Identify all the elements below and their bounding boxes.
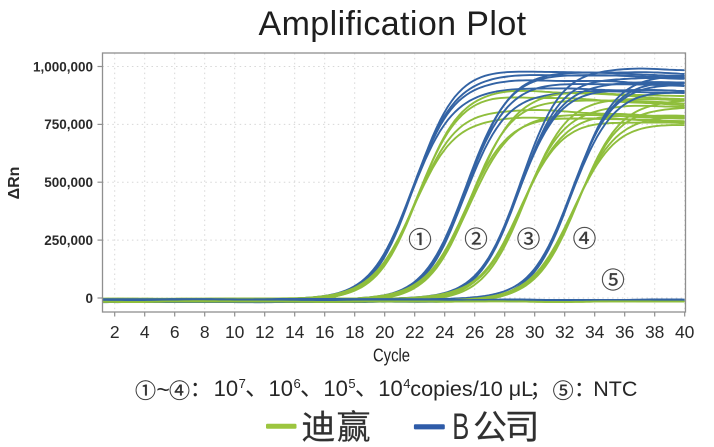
- svg-text:250,000: 250,000: [44, 233, 93, 248]
- svg-text:2: 2: [110, 322, 120, 342]
- svg-text:30: 30: [525, 322, 545, 342]
- svg-text:14: 14: [285, 322, 305, 342]
- svg-text:24: 24: [435, 322, 455, 342]
- svg-text:copies/10 μL: copies/10 μL: [410, 376, 533, 401]
- svg-text:10: 10: [225, 322, 245, 342]
- svg-text:Amplification Plot: Amplification Plot: [259, 5, 527, 43]
- svg-text:6: 6: [170, 322, 180, 342]
- svg-text:36: 36: [615, 322, 634, 342]
- svg-text:0: 0: [85, 291, 93, 306]
- svg-text:~: ~: [156, 376, 169, 402]
- svg-text:10: 10: [378, 376, 402, 401]
- svg-text:ΔRn: ΔRn: [6, 167, 23, 200]
- svg-text:750,000: 750,000: [44, 117, 93, 132]
- svg-text:8: 8: [200, 322, 210, 342]
- svg-text:10: 10: [269, 376, 293, 401]
- svg-text:18: 18: [345, 322, 364, 342]
- svg-text:10: 10: [323, 376, 347, 401]
- svg-text:28: 28: [495, 322, 514, 342]
- svg-text:1,000,000: 1,000,000: [33, 59, 93, 74]
- svg-text:500,000: 500,000: [44, 175, 93, 190]
- svg-text:40: 40: [675, 322, 695, 342]
- svg-text:12: 12: [255, 322, 274, 342]
- svg-text:20: 20: [375, 322, 395, 342]
- svg-text:26: 26: [465, 322, 484, 342]
- svg-text:34: 34: [585, 322, 605, 342]
- svg-text:22: 22: [405, 322, 424, 342]
- svg-text:6: 6: [294, 376, 301, 391]
- svg-text:5: 5: [348, 376, 355, 391]
- svg-text:38: 38: [645, 322, 664, 342]
- svg-text:10: 10: [214, 376, 238, 401]
- svg-text:16: 16: [315, 322, 334, 342]
- svg-text:B: B: [452, 406, 469, 447]
- svg-text:7: 7: [239, 376, 246, 391]
- svg-text:32: 32: [555, 322, 574, 342]
- svg-text:4: 4: [403, 376, 410, 391]
- svg-text:NTC: NTC: [593, 377, 637, 401]
- svg-text:4: 4: [140, 322, 150, 342]
- svg-text:Cycle: Cycle: [373, 346, 410, 366]
